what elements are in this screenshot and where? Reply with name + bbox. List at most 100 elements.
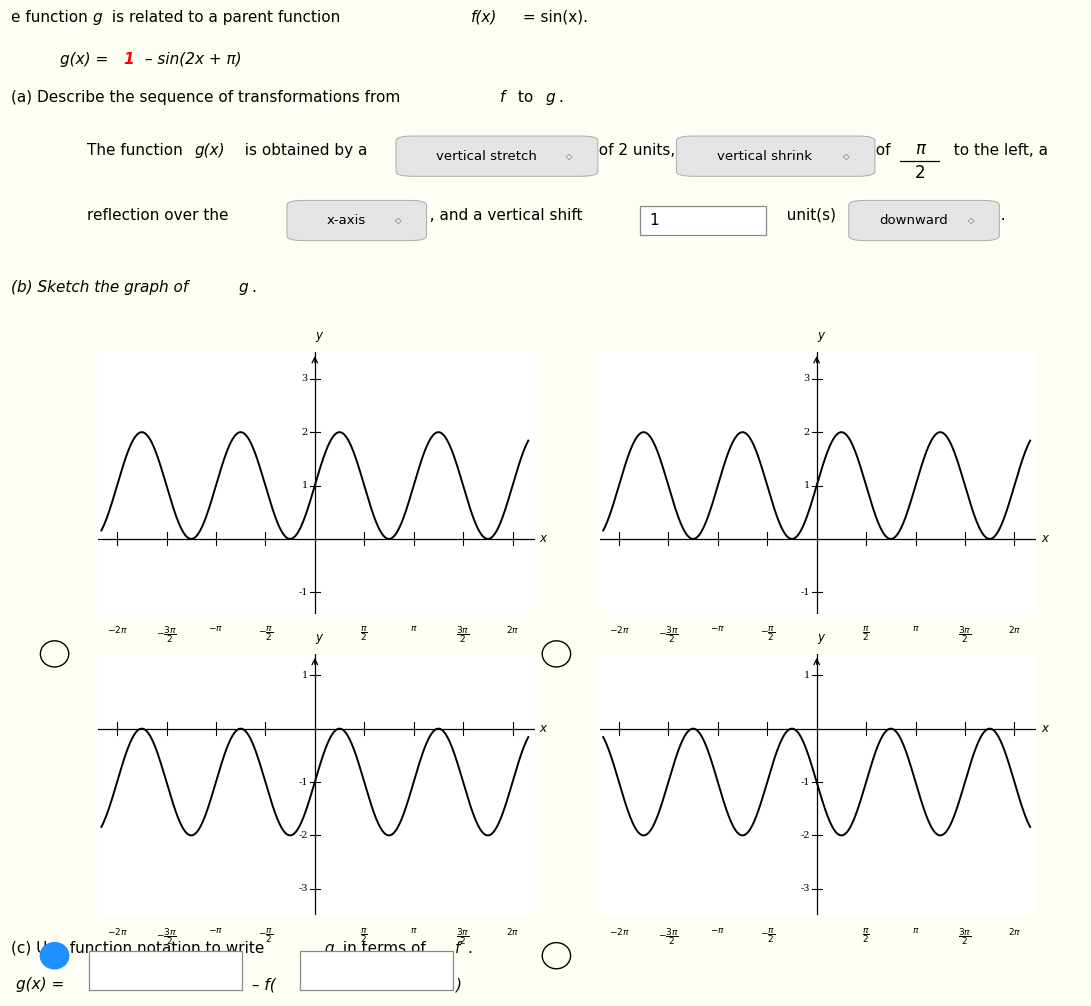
- Text: g(x): g(x): [194, 143, 225, 158]
- Text: $-2\pi$: $-2\pi$: [107, 624, 128, 635]
- Text: .: .: [251, 280, 255, 295]
- Text: $-\dfrac{3\pi}{2}$: $-\dfrac{3\pi}{2}$: [658, 624, 679, 645]
- Text: of: of: [866, 143, 890, 158]
- Text: $-\dfrac{\pi}{2}$: $-\dfrac{\pi}{2}$: [257, 926, 273, 945]
- Text: $\dfrac{3\pi}{2}$: $\dfrac{3\pi}{2}$: [958, 624, 972, 645]
- Text: reflection over the: reflection over the: [87, 207, 229, 222]
- Text: $-\pi$: $-\pi$: [208, 624, 224, 633]
- Text: – sin(2x + π): – sin(2x + π): [140, 51, 241, 66]
- Text: $2\pi$: $2\pi$: [506, 926, 519, 937]
- Text: 1: 1: [301, 671, 308, 680]
- Text: $-\pi$: $-\pi$: [208, 926, 224, 935]
- Text: 1: 1: [803, 481, 810, 490]
- Text: f(x): f(x): [471, 10, 497, 25]
- Text: 3: 3: [803, 374, 810, 383]
- Text: -1: -1: [299, 778, 308, 787]
- FancyBboxPatch shape: [849, 200, 999, 240]
- Text: 2: 2: [914, 164, 925, 182]
- Text: g: g: [320, 941, 334, 956]
- FancyBboxPatch shape: [676, 136, 875, 176]
- Text: $-\dfrac{3\pi}{2}$: $-\dfrac{3\pi}{2}$: [156, 926, 177, 947]
- Text: $\pi$: $\pi$: [410, 624, 418, 633]
- Text: g: g: [239, 280, 249, 295]
- Text: f: f: [500, 91, 505, 106]
- Text: $y$: $y$: [817, 632, 826, 646]
- Text: $\dfrac{\pi}{2}$: $\dfrac{\pi}{2}$: [862, 624, 870, 643]
- Text: g: g: [546, 91, 555, 106]
- Text: of 2 units, a: of 2 units, a: [589, 143, 690, 158]
- Text: $2\pi$: $2\pi$: [1008, 624, 1021, 635]
- Text: $\dfrac{\pi}{2}$: $\dfrac{\pi}{2}$: [360, 926, 368, 945]
- Text: $-2\pi$: $-2\pi$: [609, 624, 630, 635]
- Text: downward: downward: [878, 214, 948, 227]
- Text: .: .: [559, 91, 563, 106]
- Text: g(x) =: g(x) =: [60, 51, 113, 66]
- Text: g: g: [93, 10, 103, 25]
- Text: $2\pi$: $2\pi$: [506, 624, 519, 635]
- Text: – f(: – f(: [247, 978, 275, 992]
- Text: to: to: [513, 91, 538, 106]
- FancyBboxPatch shape: [287, 200, 427, 240]
- Text: $-\pi$: $-\pi$: [710, 624, 726, 633]
- Text: unit(s): unit(s): [777, 207, 836, 222]
- Text: $x$: $x$: [1041, 532, 1051, 545]
- Text: 1: 1: [803, 671, 810, 680]
- Text: $x$: $x$: [539, 532, 549, 545]
- Text: $-2\pi$: $-2\pi$: [609, 926, 630, 937]
- Text: $-\dfrac{\pi}{2}$: $-\dfrac{\pi}{2}$: [759, 624, 775, 643]
- Text: vertical stretch: vertical stretch: [435, 150, 537, 163]
- Text: $\dfrac{\pi}{2}$: $\dfrac{\pi}{2}$: [862, 926, 870, 945]
- Text: $\pi$: $\pi$: [912, 926, 920, 935]
- Text: $-2\pi$: $-2\pi$: [107, 926, 128, 937]
- Text: $\pi$: $\pi$: [410, 926, 418, 935]
- Text: $2\pi$: $2\pi$: [1008, 926, 1021, 937]
- Text: is obtained by a: is obtained by a: [235, 143, 367, 158]
- Text: $-\dfrac{\pi}{2}$: $-\dfrac{\pi}{2}$: [257, 624, 273, 643]
- Text: $y$: $y$: [315, 330, 324, 344]
- Text: 1: 1: [123, 51, 134, 66]
- Text: $\pi$: $\pi$: [912, 624, 920, 633]
- Text: g(x) =: g(x) =: [16, 978, 64, 992]
- FancyBboxPatch shape: [89, 952, 242, 990]
- Text: 2: 2: [301, 428, 308, 437]
- Text: 2: 2: [803, 428, 810, 437]
- Text: $-\pi$: $-\pi$: [710, 926, 726, 935]
- Text: -2: -2: [801, 831, 810, 840]
- Text: -1: -1: [299, 588, 308, 597]
- Text: $\dfrac{3\pi}{2}$: $\dfrac{3\pi}{2}$: [456, 926, 470, 947]
- Text: ): ): [456, 978, 461, 992]
- Text: $y$: $y$: [817, 330, 826, 344]
- Text: is related to a parent function: is related to a parent function: [107, 10, 345, 25]
- Text: , and a vertical shift: , and a vertical shift: [420, 207, 583, 222]
- Text: $x$: $x$: [539, 722, 549, 735]
- Text: $-\dfrac{3\pi}{2}$: $-\dfrac{3\pi}{2}$: [658, 926, 679, 947]
- Text: -3: -3: [299, 884, 308, 893]
- Text: π: π: [914, 140, 925, 158]
- FancyBboxPatch shape: [300, 952, 453, 990]
- Text: -3: -3: [801, 884, 810, 893]
- Text: 1: 1: [301, 481, 308, 490]
- Text: .: .: [991, 207, 1005, 222]
- Text: ◇: ◇: [395, 216, 401, 225]
- Text: f: f: [455, 941, 460, 956]
- Text: .: .: [467, 941, 471, 956]
- Text: e function: e function: [11, 10, 93, 25]
- Text: (a) Describe the sequence of transformations from: (a) Describe the sequence of transformat…: [11, 91, 405, 106]
- Text: ◇: ◇: [566, 152, 573, 161]
- Text: vertical shrink: vertical shrink: [717, 150, 813, 163]
- Text: -2: -2: [299, 831, 308, 840]
- Text: $-\dfrac{\pi}{2}$: $-\dfrac{\pi}{2}$: [759, 926, 775, 945]
- Text: $y$: $y$: [315, 632, 324, 646]
- FancyBboxPatch shape: [396, 136, 598, 176]
- Text: $\dfrac{\pi}{2}$: $\dfrac{\pi}{2}$: [360, 624, 368, 643]
- Text: ◇: ◇: [843, 152, 850, 161]
- Text: in terms of: in terms of: [338, 941, 431, 956]
- Text: 1: 1: [649, 213, 659, 228]
- Text: $x$: $x$: [1041, 722, 1051, 735]
- Text: $\dfrac{3\pi}{2}$: $\dfrac{3\pi}{2}$: [456, 624, 470, 645]
- Text: (b) Sketch the graph of: (b) Sketch the graph of: [11, 280, 193, 295]
- Text: The function: The function: [87, 143, 188, 158]
- Text: (c) Use function notation to write: (c) Use function notation to write: [11, 941, 264, 956]
- Text: -1: -1: [801, 588, 810, 597]
- Text: $\dfrac{3\pi}{2}$: $\dfrac{3\pi}{2}$: [958, 926, 972, 947]
